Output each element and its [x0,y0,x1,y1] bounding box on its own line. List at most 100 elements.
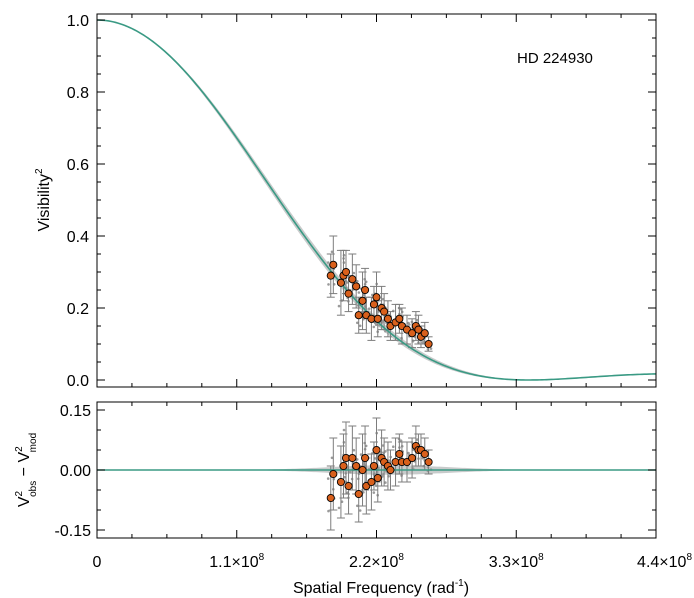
bottom-data-point [361,453,370,463]
bottom-ylabel-sup2: 2 [14,446,25,452]
bottom-ylabel-sup1: 2 [14,490,25,496]
bottom-raw-sample [359,453,363,456]
x-axis-label-text: Spatial Frequency (rad [293,580,455,597]
x-tick-labels: 0 1.1×108 2.2×108 3.3×108 4.4×108 [93,552,693,571]
top-data-point [383,314,392,323]
bottom-data-point [339,461,348,471]
top-data-point [358,296,367,305]
bottom-raw-sample [392,445,395,449]
bottom-data-point [367,477,376,487]
top-data-point [329,260,338,269]
x-axis-label-close: ) [464,580,469,597]
bottom-raw-sample [387,459,391,463]
error-bars-top [326,235,433,352]
top-raw-sample [358,324,362,328]
bottom-data-point [348,453,357,463]
bottom-data-point [408,453,417,463]
top-raw-sample [372,325,376,329]
top-ylabel-sup: 2 [34,168,45,174]
bottom-data-point [420,449,429,459]
x-tick-mantissa: 3.3×10 [489,554,538,571]
top-data-point [420,329,429,338]
y-tick-label-top: 0.4 [67,229,89,246]
y-tick-label-bottom: -0.15 [55,523,92,540]
x-axis-label: Spatial Frequency (rad-1) [293,578,469,597]
top-raw-sample [408,323,411,326]
bottom-data-point [369,461,379,471]
bottom-data-point [358,465,367,475]
bottom-raw-sample [352,448,356,452]
bottom-data-point [352,461,361,471]
bottom-data-point [336,477,345,487]
x-tick-exponent: 8 [259,552,265,563]
top-data-point [369,300,379,309]
x-tick-label: 0 [93,554,102,571]
top-ylabel: Visibility2 [34,168,53,232]
top-data-point [414,325,423,334]
bottom-data-point [344,481,353,491]
top-data-point [395,314,404,323]
data-points-bottom [326,441,433,503]
bottom-raw-sample [399,439,403,443]
bottom-data-point [395,449,404,459]
bottom-data-point [386,465,395,475]
top-raw-sample [429,347,433,350]
bottom-ylabel: V2 obs − V2 mod [14,433,39,507]
top-data-point [424,339,433,349]
top-ylabel-main: Visibility [36,174,53,232]
top-raw-sample [384,329,387,333]
y-tick-label-top: 0.6 [67,157,89,174]
bottom-raw-sample [374,484,378,488]
bottom-raw-sample [327,509,330,513]
top-data-point [354,311,363,320]
top-data-point [326,271,335,280]
top-plot-frame [96,13,657,388]
bottom-raw-sample [372,491,376,494]
top-raw-sample [352,271,356,275]
x-tick-mantissa: 1.1×10 [209,554,258,571]
top-data-point [352,282,361,291]
bottom-ylabel-sub2: mod [28,433,39,452]
x-tick-mantissa: 0 [93,554,102,571]
y-tick-label-bottom: 0.00 [60,463,91,480]
x-tick-exponent: 8 [538,552,544,563]
x-tick-label: 3.3×108 [489,552,544,571]
x-axis-label-sup: -1 [455,578,464,589]
y-tick-label-top: 0.0 [67,373,89,390]
top-raw-sample [326,261,330,264]
y-tick-label-top: 1.0 [67,13,89,30]
top-raw-sample [367,307,371,311]
top-data-point [348,275,357,284]
bottom-ylabel-minus: − [16,463,33,481]
model-uncertainty-band-top [97,20,656,380]
bottom-ylabel-v2: V [16,452,33,463]
y-tick-label-top: 0.2 [67,301,89,318]
top-raw-sample [327,283,330,286]
bottom-data-point [326,493,335,503]
top-data-point [372,293,381,302]
bottom-ylabel-sub1: obs [28,481,39,497]
top-data-point [380,307,389,316]
y-tick-label-top: 0.8 [67,85,89,102]
bottom-data-point [354,489,363,499]
bottom-raw-sample [348,470,352,474]
bottom-data-point [373,473,382,483]
star-label: HD 224930 [517,50,593,67]
bottom-raw-sample [326,477,330,480]
bottom-data-point [424,457,433,467]
top-data-point [373,314,382,323]
bottom-raw-sample [362,462,366,466]
model-band-top [97,20,656,380]
top-raw-sample [374,323,378,327]
bottom-ticks: -0.15 0.00 0.15 [55,402,657,540]
x-tick-mantissa: 4.4×10 [637,554,686,571]
bottom-data-point [329,469,338,479]
bottom-raw-sample [384,450,387,453]
x-tick-label: 4.4×108 [637,552,692,571]
x-tick-exponent: 8 [686,552,692,563]
bottom-data-point [372,445,381,455]
top-raw-sample [337,304,341,308]
data-points-top [326,260,433,349]
x-tick-exponent: 8 [398,552,404,563]
